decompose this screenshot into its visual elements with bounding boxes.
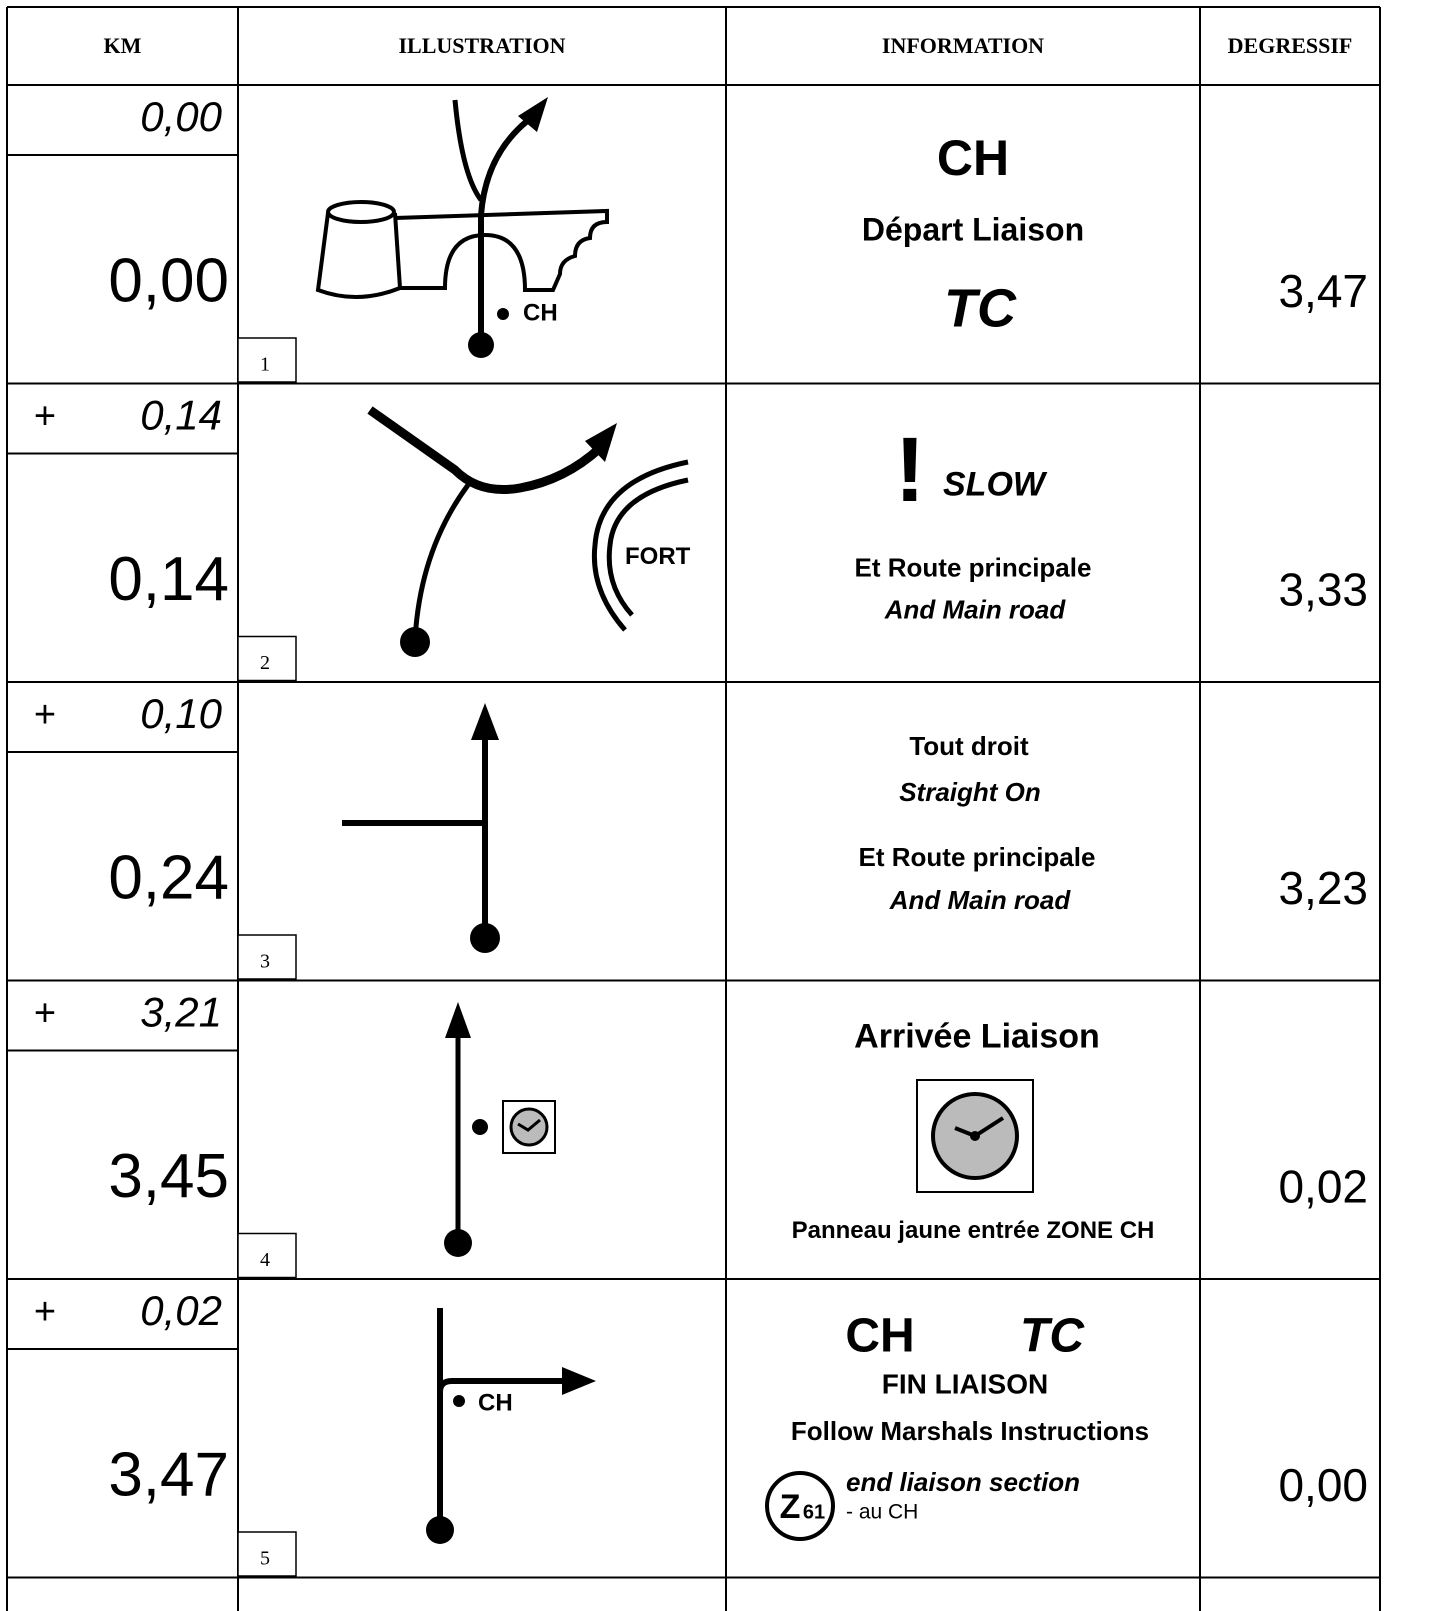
info-clock (916, 1079, 1034, 1193)
information-line: FIN LIAISON (882, 1368, 1048, 1399)
badge-number: 61 (803, 1501, 825, 1523)
km-total: 0,24 (108, 843, 229, 912)
information-line: Tout droit (909, 731, 1029, 761)
road (412, 483, 471, 641)
km-sign: + (34, 1291, 56, 1333)
information-line: CH (845, 1310, 914, 1363)
km-total: 0,00 (108, 246, 229, 315)
road (367, 406, 604, 495)
km-partial: 0,02 (140, 1287, 222, 1334)
illustration-label: CH (478, 1389, 513, 1416)
box-number: 1 (260, 354, 270, 376)
box-number: 3 (260, 951, 270, 973)
km-sign: + (34, 694, 56, 736)
illustration-2 (367, 406, 689, 657)
km-partial: 3,21 (140, 989, 222, 1036)
header-cell: KM (104, 33, 142, 58)
information-line: And Main road (889, 885, 1072, 915)
information-line: CH (937, 130, 1009, 186)
km-partial: 0,14 (140, 392, 222, 439)
tower (315, 212, 403, 299)
information-line: end liaison section (846, 1467, 1080, 1497)
header-cell: INFORMATION (882, 33, 1044, 58)
start-dot (426, 1516, 454, 1544)
degressif: 3,47 (1278, 265, 1368, 317)
number-box (237, 337, 297, 383)
arrow-head (562, 1367, 596, 1395)
number-box (237, 1531, 297, 1577)
box-number: 4 (260, 1249, 270, 1271)
road (478, 112, 537, 216)
km-total: 3,45 (108, 1142, 229, 1211)
illustrations (315, 97, 1034, 1544)
illustration-5 (426, 1308, 596, 1544)
arrow-head (585, 423, 617, 462)
road (437, 1378, 565, 1393)
illustration-3 (342, 703, 500, 953)
dot (497, 308, 509, 320)
header-cell: DEGRESSIF (1228, 33, 1353, 58)
fort-wall (606, 477, 689, 617)
information-line: Arrivée Liaison (854, 1017, 1100, 1055)
km-partial: 0,10 (140, 690, 222, 737)
illustration-label: FORT (625, 543, 691, 570)
km-partial: 0,00 (140, 93, 222, 140)
information-line: - au CH (846, 1501, 918, 1524)
number-box (237, 934, 297, 980)
km-total: 0,14 (108, 545, 229, 614)
clock (509, 1107, 549, 1147)
degressif: 3,23 (1278, 862, 1368, 914)
badge-circle (765, 1471, 835, 1541)
arrow-head (445, 1002, 471, 1038)
degressif: 0,02 (1278, 1161, 1368, 1213)
box-number: 2 (260, 652, 270, 674)
illustration-4 (444, 1002, 556, 1257)
illustration-label: CH (523, 299, 558, 326)
information-line: Straight On (899, 777, 1041, 807)
information-line: Follow Marshals Instructions (791, 1416, 1149, 1446)
start-dot (468, 332, 494, 358)
start-dot (470, 923, 500, 953)
information-line: ! (895, 419, 926, 521)
start-dot (444, 1229, 472, 1257)
information-line: TC (1020, 1310, 1085, 1363)
information-line: Et Route principale (855, 552, 1092, 582)
fort-wall (591, 459, 689, 632)
wall (394, 208, 609, 292)
information-line: TC (944, 278, 1017, 338)
information-line: And Main road (884, 594, 1067, 624)
degressif: 3,33 (1278, 564, 1368, 616)
information-line: Départ Liaison (862, 211, 1084, 247)
number-box (237, 635, 297, 682)
information-line: Et Route principale (859, 842, 1096, 872)
information-line: SLOW (943, 465, 1048, 503)
km-sign: + (34, 396, 56, 438)
header-cell: ILLUSTRATION (398, 33, 565, 58)
clock-center (970, 1131, 980, 1141)
dot (453, 1395, 465, 1407)
degressif: 0,00 (1278, 1459, 1368, 1511)
km-sign: + (34, 993, 56, 1035)
illustration-1 (315, 97, 609, 358)
road (452, 99, 484, 202)
arrow-head (471, 703, 499, 740)
number-box (237, 1232, 297, 1279)
dot (472, 1119, 488, 1135)
information-line: Panneau jaune entrée ZONE CH (792, 1217, 1155, 1244)
box-number: 5 (260, 1548, 270, 1570)
start-dot (400, 627, 430, 657)
clock-hands (517, 1118, 541, 1132)
tower-top (326, 200, 396, 224)
km-total: 3,47 (108, 1440, 229, 1509)
badge-letter: Z (780, 1488, 801, 1526)
arrow-head (518, 97, 548, 132)
